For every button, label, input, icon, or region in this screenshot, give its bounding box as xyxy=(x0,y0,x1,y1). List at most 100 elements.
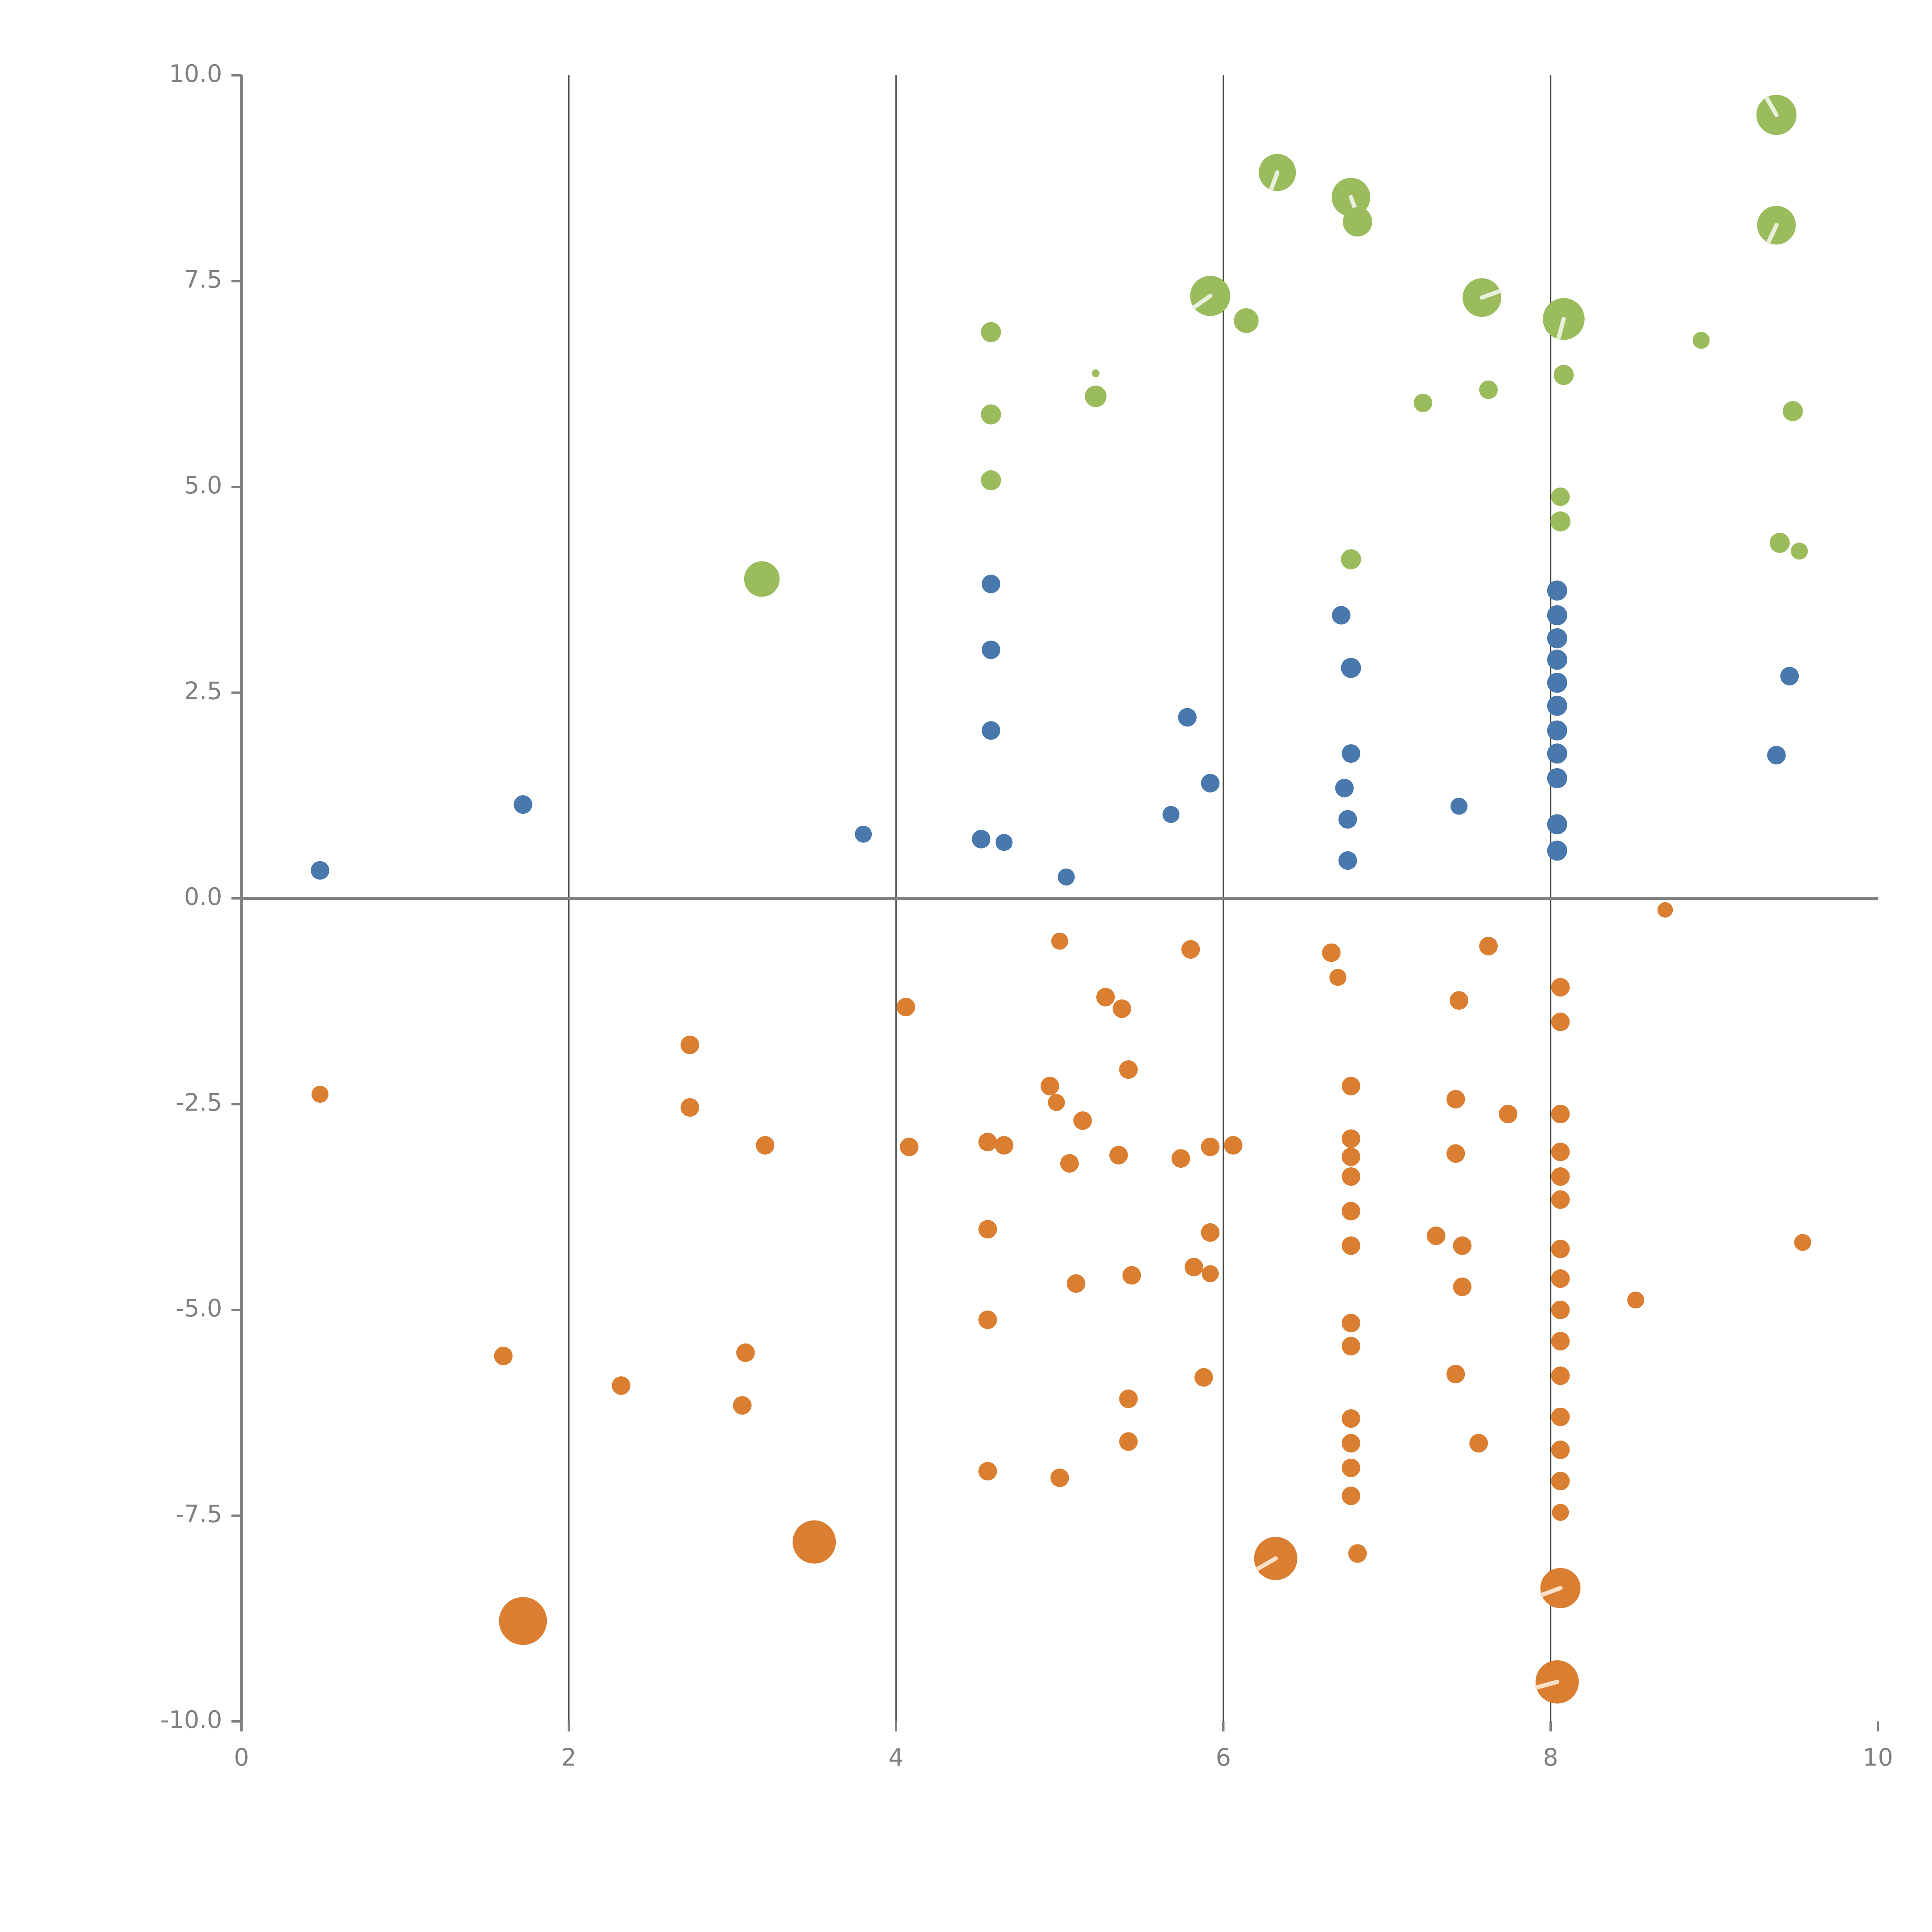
data-point-orange-6[interactable] xyxy=(736,1343,755,1362)
data-point-orange-16[interactable] xyxy=(978,1462,997,1481)
data-point-green-7[interactable] xyxy=(1234,308,1259,333)
data-point-orange-65[interactable] xyxy=(1551,978,1570,997)
data-point-orange-78[interactable] xyxy=(1551,1472,1570,1491)
data-point-green-22[interactable] xyxy=(1782,401,1803,422)
data-point-orange-1[interactable] xyxy=(494,1347,513,1366)
data-point-orange-51[interactable] xyxy=(1342,1434,1361,1453)
data-point-orange-52[interactable] xyxy=(1342,1458,1361,1477)
data-point-blue-16[interactable] xyxy=(1338,810,1357,829)
data-point-orange-9[interactable] xyxy=(793,1520,836,1564)
data-point-orange-7[interactable] xyxy=(733,1396,752,1415)
data-point-orange-59[interactable] xyxy=(1453,1236,1472,1255)
data-point-orange-64[interactable] xyxy=(1498,1105,1517,1124)
data-point-orange-36[interactable] xyxy=(1202,1265,1219,1282)
data-point-orange-60[interactable] xyxy=(1453,1277,1472,1296)
data-point-green-1[interactable] xyxy=(981,322,1001,342)
data-point-orange-26[interactable] xyxy=(1119,1060,1138,1079)
data-point-orange-84[interactable] xyxy=(1794,1234,1811,1251)
data-point-blue-18[interactable] xyxy=(1450,798,1468,815)
data-point-orange-43[interactable] xyxy=(1342,1129,1361,1148)
data-point-orange-14[interactable] xyxy=(978,1220,997,1239)
data-point-orange-71[interactable] xyxy=(1551,1240,1570,1259)
data-point-orange-23[interactable] xyxy=(1050,1468,1069,1487)
data-point-green-23[interactable] xyxy=(1769,532,1790,553)
data-point-blue-15[interactable] xyxy=(1335,779,1354,798)
data-point-orange-2[interactable] xyxy=(499,1597,547,1645)
data-points-group[interactable] xyxy=(311,95,1811,1704)
data-point-blue-28[interactable] xyxy=(1547,814,1567,835)
data-point-green-16[interactable] xyxy=(1553,365,1574,385)
data-point-orange-42[interactable] xyxy=(1342,1077,1361,1095)
data-point-blue-19[interactable] xyxy=(1547,580,1567,601)
data-point-orange-15[interactable] xyxy=(978,1310,997,1329)
data-point-orange-53[interactable] xyxy=(1342,1486,1361,1505)
data-point-orange-22[interactable] xyxy=(1066,1274,1085,1293)
data-point-orange-25[interactable] xyxy=(1112,999,1131,1018)
data-point-green-24[interactable] xyxy=(1791,543,1808,560)
data-point-orange-40[interactable] xyxy=(1322,943,1341,962)
data-point-blue-12[interactable] xyxy=(1332,606,1350,625)
data-point-orange-69[interactable] xyxy=(1551,1167,1570,1186)
data-point-blue-5[interactable] xyxy=(981,721,1000,740)
data-point-blue-10[interactable] xyxy=(1178,708,1197,727)
data-point-orange-35[interactable] xyxy=(1201,1223,1220,1242)
data-point-green-2[interactable] xyxy=(981,404,1001,425)
data-point-orange-49[interactable] xyxy=(1342,1337,1361,1355)
data-point-blue-25[interactable] xyxy=(1547,720,1567,741)
data-point-orange-76[interactable] xyxy=(1551,1407,1570,1426)
data-point-blue-21[interactable] xyxy=(1547,628,1567,648)
data-point-green-0[interactable] xyxy=(744,561,780,597)
data-point-orange-20[interactable] xyxy=(1060,1154,1079,1173)
data-point-orange-66[interactable] xyxy=(1551,1012,1570,1031)
data-point-orange-57[interactable] xyxy=(1446,1090,1465,1109)
data-point-orange-48[interactable] xyxy=(1342,1314,1361,1333)
data-point-orange-31[interactable] xyxy=(1181,940,1200,959)
data-point-blue-30[interactable] xyxy=(1780,667,1799,685)
data-point-green-3[interactable] xyxy=(981,470,1001,490)
data-point-orange-8[interactable] xyxy=(756,1136,775,1155)
data-point-orange-63[interactable] xyxy=(1479,937,1498,956)
data-point-blue-20[interactable] xyxy=(1547,605,1567,626)
data-point-orange-73[interactable] xyxy=(1551,1301,1570,1319)
data-point-green-14[interactable] xyxy=(1479,380,1498,399)
data-point-green-11[interactable] xyxy=(1341,549,1361,570)
data-point-blue-31[interactable] xyxy=(1767,746,1786,765)
data-point-blue-27[interactable] xyxy=(1547,768,1567,789)
data-point-blue-11[interactable] xyxy=(1201,774,1220,793)
data-point-green-17[interactable] xyxy=(1551,487,1570,506)
data-point-blue-22[interactable] xyxy=(1547,650,1567,670)
data-point-orange-54[interactable] xyxy=(1348,1544,1367,1563)
data-point-orange-34[interactable] xyxy=(1184,1258,1203,1277)
data-point-blue-26[interactable] xyxy=(1547,743,1567,764)
data-point-blue-1[interactable] xyxy=(514,795,532,814)
data-point-blue-23[interactable] xyxy=(1547,672,1567,693)
data-point-blue-14[interactable] xyxy=(1342,744,1361,763)
data-point-orange-83[interactable] xyxy=(1657,902,1673,918)
data-point-orange-55[interactable] xyxy=(1427,1226,1446,1245)
data-point-blue-6[interactable] xyxy=(972,830,991,849)
data-point-orange-32[interactable] xyxy=(1171,1149,1190,1168)
data-point-orange-58[interactable] xyxy=(1446,1144,1465,1163)
data-point-orange-27[interactable] xyxy=(1109,1146,1128,1165)
data-point-orange-21[interactable] xyxy=(1073,1111,1092,1130)
data-point-orange-4[interactable] xyxy=(680,1036,699,1054)
data-point-blue-9[interactable] xyxy=(1162,806,1180,823)
data-point-blue-24[interactable] xyxy=(1547,696,1567,716)
data-point-orange-19[interactable] xyxy=(1048,1094,1065,1111)
data-point-orange-33[interactable] xyxy=(1201,1138,1220,1156)
data-point-blue-2[interactable] xyxy=(855,825,872,843)
data-point-orange-50[interactable] xyxy=(1342,1409,1361,1428)
data-point-blue-3[interactable] xyxy=(981,575,1000,594)
data-point-orange-30[interactable] xyxy=(1119,1432,1138,1451)
data-point-green-4[interactable] xyxy=(1085,385,1107,407)
data-point-green-18[interactable] xyxy=(1550,511,1571,532)
data-point-orange-29[interactable] xyxy=(1119,1389,1138,1408)
data-point-blue-4[interactable] xyxy=(981,640,1000,659)
data-point-orange-44[interactable] xyxy=(1342,1147,1361,1166)
data-point-orange-62[interactable] xyxy=(1469,1434,1488,1453)
data-point-orange-12[interactable] xyxy=(978,1133,997,1151)
data-point-orange-67[interactable] xyxy=(1551,1105,1570,1124)
data-point-orange-37[interactable] xyxy=(1194,1368,1213,1387)
data-point-orange-5[interactable] xyxy=(680,1098,699,1117)
